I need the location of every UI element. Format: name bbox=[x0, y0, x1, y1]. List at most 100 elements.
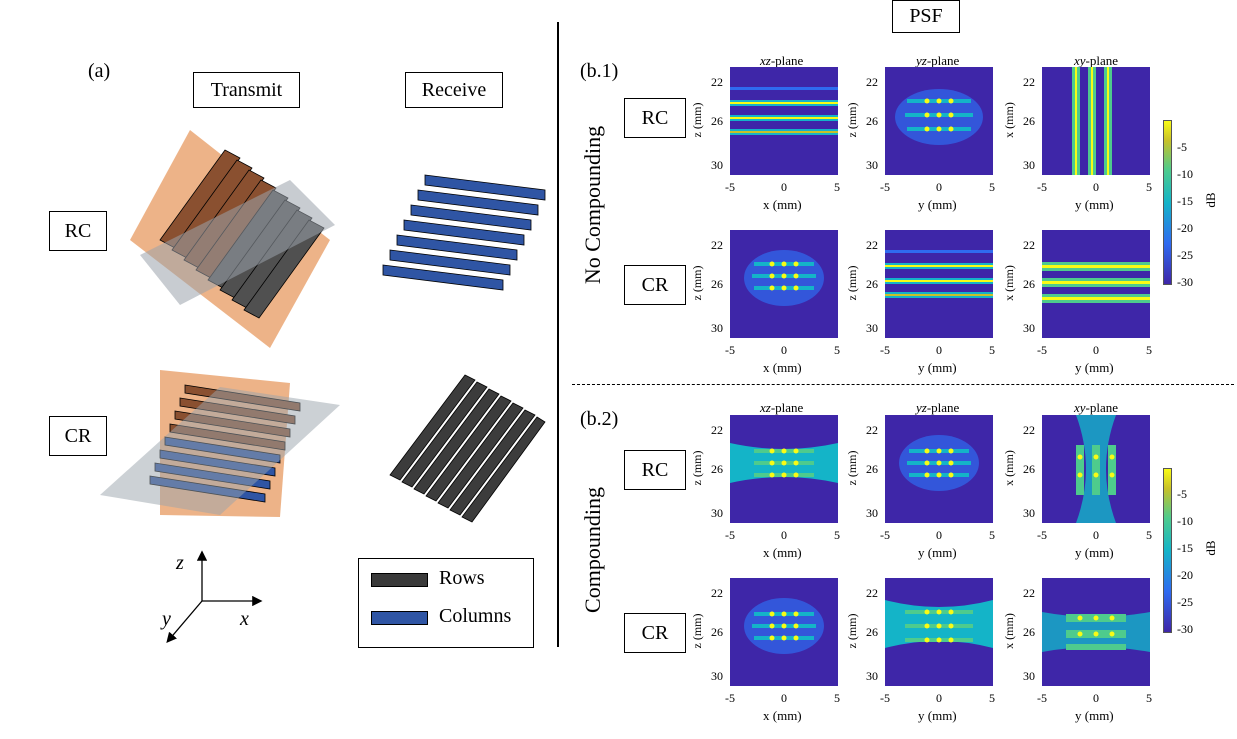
axis-y-label: y bbox=[162, 608, 171, 630]
tick: 0 bbox=[936, 691, 942, 705]
axes-triad bbox=[166, 550, 263, 643]
xlabel: y (mm) bbox=[918, 545, 957, 560]
tick: 26 bbox=[1023, 114, 1035, 128]
tick: -5 bbox=[725, 691, 735, 705]
tick: 26 bbox=[711, 114, 723, 128]
colorbar-b1 bbox=[1163, 120, 1172, 285]
tick: 5 bbox=[834, 528, 840, 542]
xlabel: y (mm) bbox=[918, 360, 957, 375]
ylabel: z (mm) bbox=[845, 613, 859, 649]
xlabel: y (mm) bbox=[1075, 197, 1114, 212]
colorbar-tick: -20 bbox=[1177, 568, 1193, 582]
cr-transmit-illustration bbox=[100, 370, 340, 517]
ylabel: z (mm) bbox=[845, 265, 859, 301]
colorbar-tick: -10 bbox=[1177, 167, 1193, 181]
tick: 5 bbox=[989, 180, 995, 194]
tick: 5 bbox=[834, 691, 840, 705]
b1-label: (b.1) bbox=[580, 60, 619, 82]
b1-side-label: No Compounding bbox=[580, 125, 605, 285]
colorbar-tick: -25 bbox=[1177, 248, 1193, 262]
colorbar-tick: -5 bbox=[1177, 487, 1187, 501]
xlabel: y (mm) bbox=[1075, 545, 1114, 560]
rc-transmit-illustration bbox=[130, 130, 335, 348]
heatmap-b2-cr-xy bbox=[1042, 578, 1150, 686]
b1-row-cr: CR bbox=[624, 265, 686, 305]
axis-z-label: z bbox=[176, 552, 184, 574]
tick: 0 bbox=[1093, 691, 1099, 705]
dashed-separator bbox=[572, 384, 1234, 385]
tick: 26 bbox=[866, 114, 878, 128]
xlabel: x (mm) bbox=[763, 708, 802, 723]
tick: 5 bbox=[1146, 180, 1152, 194]
heatmap-b2-rc-xy bbox=[1042, 415, 1150, 523]
b1-title-xy: xy-plane bbox=[1074, 53, 1119, 68]
tick: 5 bbox=[1146, 343, 1152, 357]
tick: 26 bbox=[1023, 462, 1035, 476]
colorbar-tick: -25 bbox=[1177, 595, 1193, 609]
ylabel: z (mm) bbox=[690, 265, 704, 301]
tick: 22 bbox=[711, 75, 723, 89]
tick: 26 bbox=[866, 277, 878, 291]
row-label-rc: RC bbox=[49, 211, 107, 251]
ylabel: x (mm) bbox=[1002, 265, 1016, 301]
xlabel: x (mm) bbox=[763, 360, 802, 375]
tick: 22 bbox=[866, 586, 878, 600]
tick: 22 bbox=[866, 423, 878, 437]
xlabel: y (mm) bbox=[1075, 360, 1114, 375]
tick: 0 bbox=[1093, 528, 1099, 542]
heatmap-b2-rc-xz bbox=[730, 415, 838, 523]
tick: 30 bbox=[1023, 669, 1035, 683]
colorbar-unit: dB bbox=[1203, 540, 1218, 556]
tick: 22 bbox=[1023, 238, 1035, 252]
b1-row-rc: RC bbox=[624, 98, 686, 138]
tick: 0 bbox=[781, 528, 787, 542]
b2-title-xz: xz-plane bbox=[760, 400, 804, 415]
heatmap-b2-rc-yz bbox=[885, 415, 993, 523]
tick: 0 bbox=[1093, 343, 1099, 357]
tick: 30 bbox=[711, 321, 723, 335]
tick: 30 bbox=[1023, 506, 1035, 520]
ylabel: x (mm) bbox=[1002, 102, 1016, 138]
tick: -5 bbox=[1037, 528, 1047, 542]
colorbar-b2 bbox=[1163, 468, 1172, 633]
heatmap-b1-cr-xz bbox=[730, 230, 838, 338]
colorbar-tick: -5 bbox=[1177, 140, 1187, 154]
tick: 0 bbox=[781, 691, 787, 705]
tick: 26 bbox=[1023, 625, 1035, 639]
ylabel: z (mm) bbox=[690, 613, 704, 649]
xlabel: x (mm) bbox=[763, 545, 802, 560]
row-label-cr: CR bbox=[49, 416, 107, 456]
colorbar-tick: -15 bbox=[1177, 541, 1193, 555]
tick: 0 bbox=[1093, 180, 1099, 194]
b2-label: (b.2) bbox=[580, 408, 619, 430]
tick: 30 bbox=[1023, 321, 1035, 335]
tick: 22 bbox=[711, 423, 723, 437]
tick: 30 bbox=[866, 321, 878, 335]
tick: -5 bbox=[725, 343, 735, 357]
ylabel: z (mm) bbox=[845, 450, 859, 486]
b1-title-yz: yz-plane bbox=[916, 53, 960, 68]
ylabel: z (mm) bbox=[690, 102, 704, 138]
tick: -5 bbox=[725, 528, 735, 542]
ylabel: x (mm) bbox=[1002, 450, 1016, 486]
b1-title-xz: xz-plane bbox=[760, 53, 804, 68]
rc-receive-illustration bbox=[382, 174, 546, 291]
tick: -5 bbox=[880, 180, 890, 194]
tick: 30 bbox=[866, 669, 878, 683]
tick: 30 bbox=[711, 669, 723, 683]
xlabel: y (mm) bbox=[1075, 708, 1114, 723]
ylabel: z (mm) bbox=[845, 102, 859, 138]
ylabel: x (mm) bbox=[1002, 613, 1016, 649]
tick: -5 bbox=[1037, 691, 1047, 705]
xlabel: x (mm) bbox=[763, 197, 802, 212]
vertical-divider bbox=[557, 22, 559, 647]
tick: 5 bbox=[989, 691, 995, 705]
b2-side-label: Compounding bbox=[580, 487, 605, 613]
tick: 5 bbox=[1146, 691, 1152, 705]
tick: 22 bbox=[1023, 75, 1035, 89]
b2-title-xy: xy-plane bbox=[1074, 400, 1119, 415]
tick: -5 bbox=[880, 343, 890, 357]
tick: 26 bbox=[866, 462, 878, 476]
tick: 5 bbox=[989, 528, 995, 542]
tick: 22 bbox=[711, 238, 723, 252]
